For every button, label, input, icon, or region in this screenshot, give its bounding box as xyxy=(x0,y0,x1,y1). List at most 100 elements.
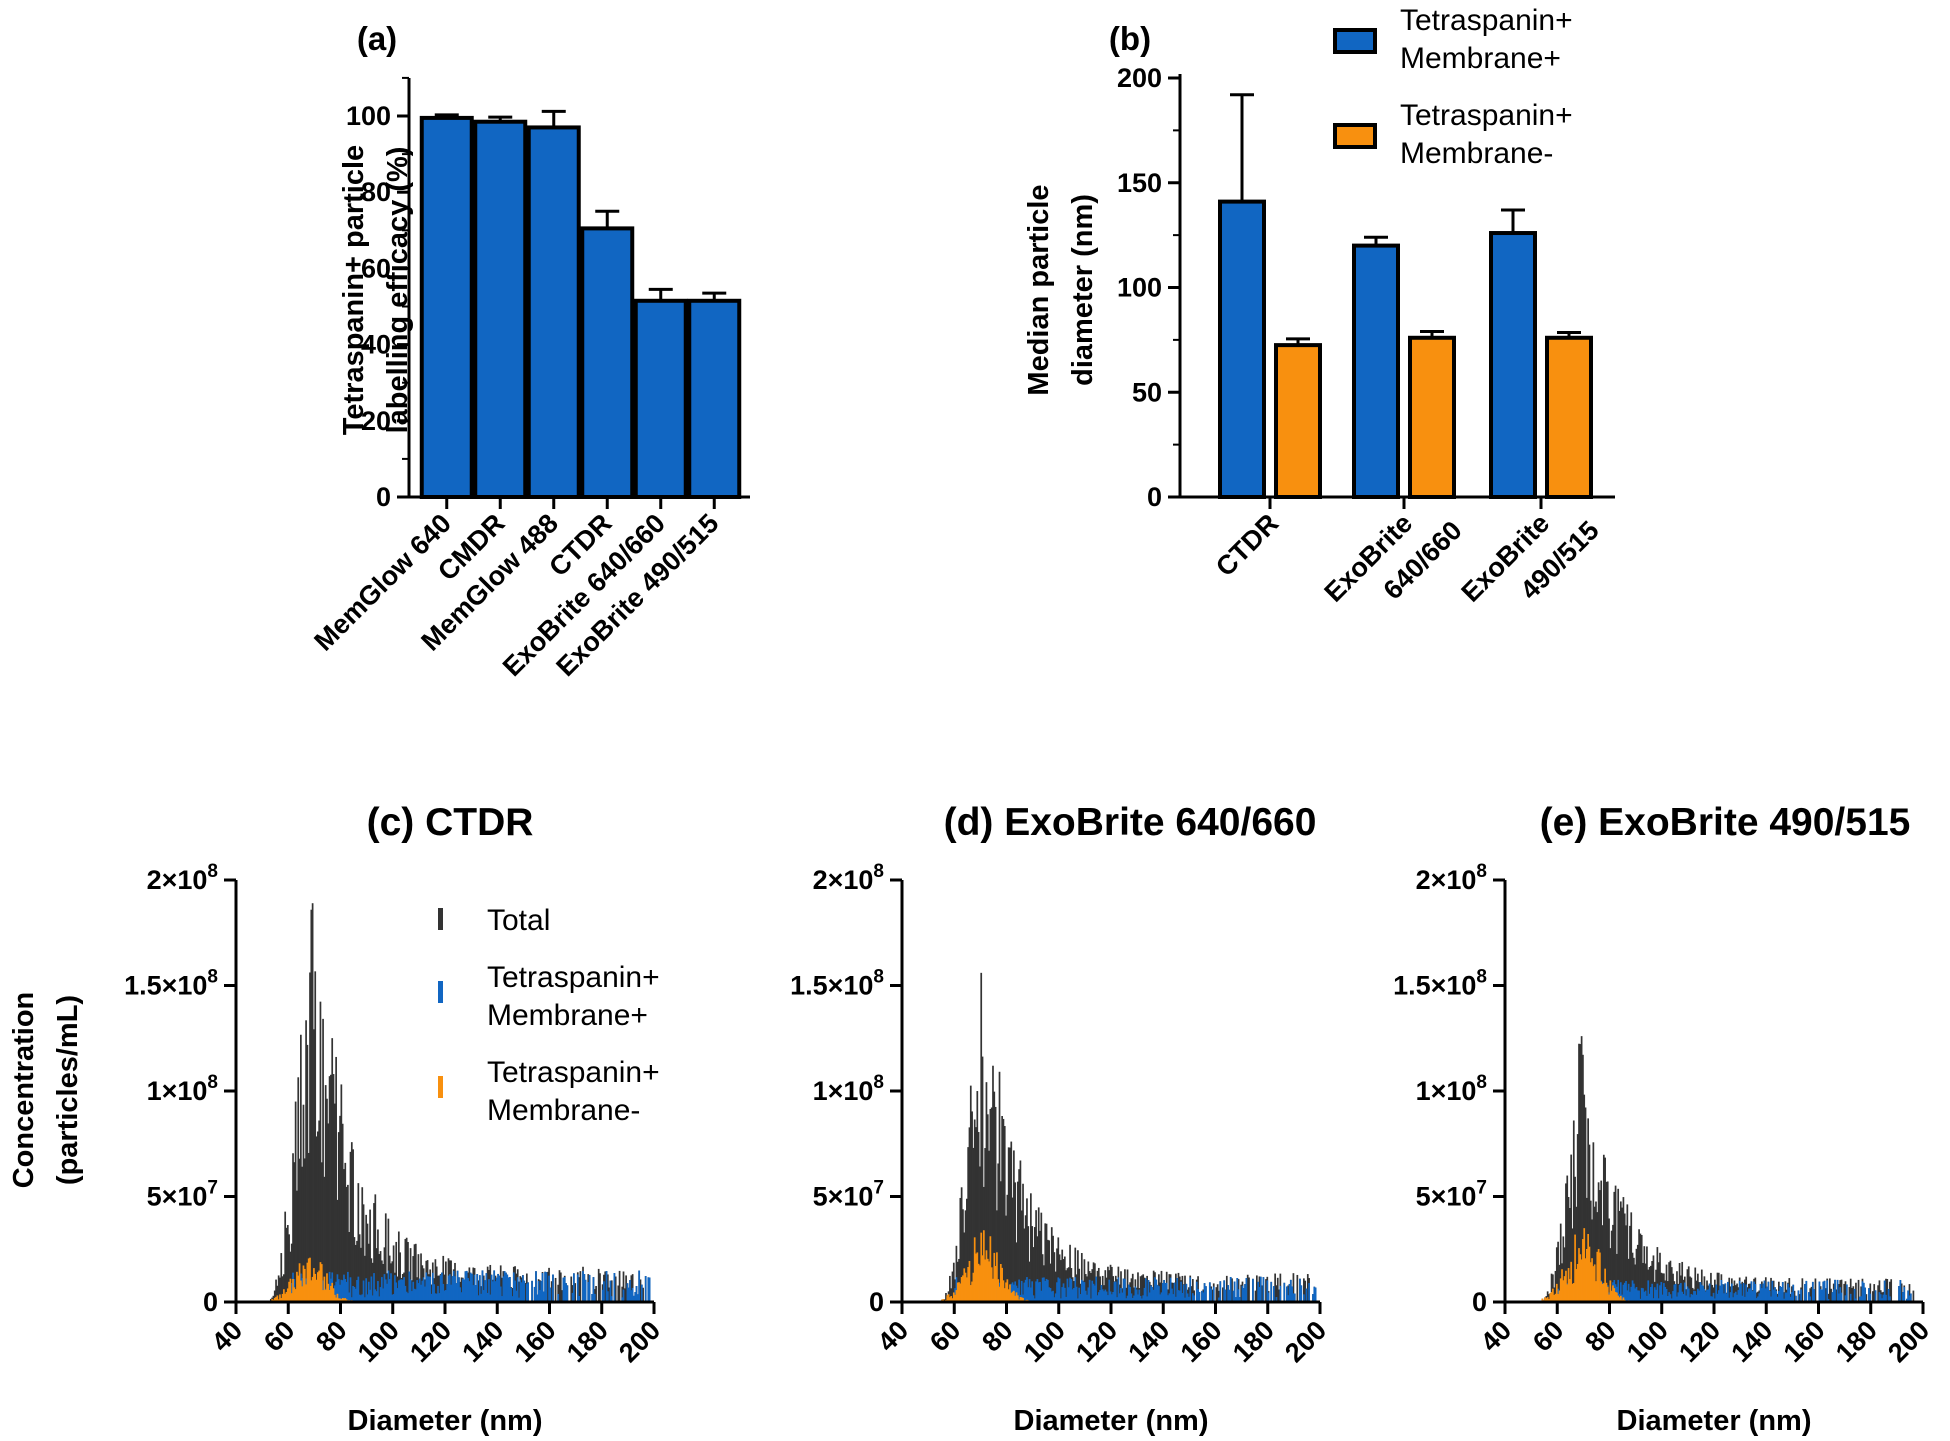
membrane-pos-bar xyxy=(539,1289,541,1302)
membrane-pos-bar xyxy=(1770,1296,1772,1302)
total-bar xyxy=(293,1162,296,1302)
membrane-pos-bar xyxy=(1720,1279,1723,1302)
membrane-neg-bar xyxy=(326,1273,328,1302)
total-bar xyxy=(345,1186,348,1302)
total-bar xyxy=(524,1282,527,1302)
total-bar xyxy=(971,1111,973,1302)
membrane-pos-bar xyxy=(337,1279,340,1302)
bar xyxy=(633,298,688,499)
total-bar xyxy=(1130,1278,1133,1302)
membrane-pos-bar xyxy=(511,1296,514,1302)
total-bar xyxy=(559,1272,562,1302)
total-bar xyxy=(1222,1287,1224,1302)
membrane-neg-bar xyxy=(946,1295,949,1302)
membrane-pos-bar xyxy=(505,1272,507,1302)
membrane-pos-bar xyxy=(1040,1290,1043,1302)
total-bar xyxy=(1033,1227,1036,1302)
total-bar xyxy=(288,1234,290,1302)
membrane-neg-bar xyxy=(1555,1283,1558,1302)
total-bar xyxy=(1646,1246,1648,1302)
x-tick-label: 180 xyxy=(561,1315,614,1368)
membrane-pos-bar xyxy=(473,1274,476,1302)
membrane-pos-bar xyxy=(1631,1280,1634,1302)
total-bar xyxy=(579,1271,582,1302)
total-bar xyxy=(1849,1278,1852,1302)
membrane-pos-bar xyxy=(1210,1288,1212,1302)
total-bar xyxy=(365,1214,368,1302)
membrane-pos-bar xyxy=(566,1285,569,1302)
total-bar xyxy=(323,1176,326,1302)
membrane-pos-bar xyxy=(635,1286,638,1302)
membrane-pos-bar xyxy=(1636,1290,1639,1302)
membrane-neg-bar xyxy=(1616,1292,1618,1302)
membrane-neg-bar xyxy=(982,1230,985,1302)
membrane-pos-bar xyxy=(1778,1290,1780,1302)
total-bar xyxy=(1649,1265,1652,1302)
total-bar xyxy=(1079,1283,1082,1302)
membrane-pos-bar xyxy=(1111,1294,1113,1302)
total-bar xyxy=(1857,1279,1860,1302)
total-bar xyxy=(1714,1279,1716,1302)
total-bar xyxy=(1550,1273,1553,1302)
membrane-pos-bar xyxy=(1742,1283,1745,1302)
total-bar xyxy=(1557,1241,1559,1302)
membrane-neg-bar xyxy=(273,1297,276,1302)
membrane-pos-bar xyxy=(1687,1288,1690,1302)
membrane-neg-bar xyxy=(981,1255,984,1302)
membrane-pos-bar xyxy=(955,1277,958,1302)
total-bar xyxy=(599,1273,601,1302)
membrane-pos-bar xyxy=(1235,1297,1237,1302)
total-bar xyxy=(981,1056,984,1302)
x-tick-label: 180 xyxy=(1830,1315,1883,1368)
membrane-neg-bar xyxy=(1610,1290,1613,1302)
total-bar xyxy=(1554,1270,1557,1302)
membrane-pos-bar xyxy=(345,1281,348,1302)
membrane-pos-bar xyxy=(1043,1277,1045,1302)
total-bar xyxy=(309,972,311,1302)
total-bar xyxy=(340,1084,343,1302)
membrane-pos-bar xyxy=(1730,1283,1733,1302)
y-tick-exponent: 8 xyxy=(873,1072,884,1093)
y-tick-label: 40 xyxy=(361,330,391,360)
total-bar xyxy=(300,1034,302,1302)
total-bar xyxy=(976,1091,979,1302)
total-bar xyxy=(1278,1289,1280,1302)
membrane-neg-bar xyxy=(1554,1293,1557,1302)
y-tick-label: 0 xyxy=(1147,482,1162,512)
membrane-pos-bar xyxy=(1150,1285,1152,1302)
membrane-pos-bar xyxy=(1907,1290,1910,1302)
membrane-neg-bar xyxy=(315,1279,318,1302)
membrane-pos-bar xyxy=(477,1295,480,1302)
total-bar xyxy=(1571,1228,1574,1302)
total-bar xyxy=(1035,1210,1037,1302)
x-tick-label: 180 xyxy=(1227,1315,1280,1368)
total-bar xyxy=(959,1197,962,1302)
total-bar xyxy=(1610,1230,1613,1302)
total-bar xyxy=(1589,1200,1592,1302)
membrane-neg-bar xyxy=(1009,1284,1011,1302)
total-bar xyxy=(1600,1180,1603,1302)
membrane-pos-bar xyxy=(1065,1296,1067,1302)
membrane-pos-bar xyxy=(486,1292,489,1302)
membrane-pos-bar xyxy=(1741,1295,1744,1302)
membrane-pos-bar xyxy=(637,1294,639,1302)
membrane-pos-bar xyxy=(1725,1293,1728,1302)
membrane-pos-bar xyxy=(417,1283,420,1302)
y-tick-label: 60 xyxy=(361,253,391,283)
membrane-pos-bar xyxy=(1681,1291,1684,1302)
membrane-pos-bar xyxy=(371,1295,374,1302)
membrane-neg-bar xyxy=(300,1280,302,1302)
total-bar xyxy=(1092,1262,1095,1302)
membrane-pos-bar xyxy=(428,1276,430,1302)
membrane-pos-bar xyxy=(1655,1289,1657,1302)
membrane-pos-bar xyxy=(1139,1295,1142,1302)
membrane-pos-bar xyxy=(1061,1287,1064,1302)
membrane-neg-bar xyxy=(1001,1267,1003,1302)
membrane-pos-bar xyxy=(1103,1291,1105,1302)
membrane-pos-bar xyxy=(527,1282,529,1302)
membrane-pos-bar xyxy=(412,1281,415,1302)
membrane-neg-bar xyxy=(1574,1234,1576,1302)
membrane-pos-bar xyxy=(488,1279,490,1302)
membrane-pos-bar xyxy=(1630,1286,1633,1302)
membrane-pos-bar xyxy=(408,1271,411,1302)
